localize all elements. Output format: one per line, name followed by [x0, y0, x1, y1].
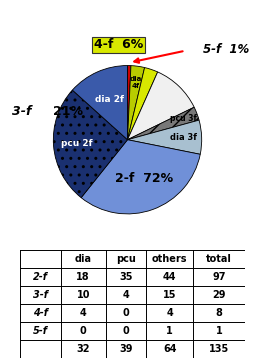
- Text: 10: 10: [76, 290, 90, 300]
- Text: 2-f: 2-f: [33, 272, 48, 282]
- Text: 4: 4: [122, 290, 129, 300]
- Text: 0: 0: [122, 308, 129, 318]
- Wedge shape: [127, 66, 131, 140]
- Text: 1: 1: [166, 326, 172, 336]
- Text: 64: 64: [162, 344, 176, 354]
- Wedge shape: [127, 72, 193, 140]
- Text: 135: 135: [208, 344, 228, 354]
- Text: 3-f: 3-f: [11, 105, 31, 118]
- Wedge shape: [127, 66, 144, 140]
- Text: 0: 0: [122, 326, 129, 336]
- Text: 15: 15: [162, 290, 176, 300]
- Text: pcu: pcu: [116, 254, 135, 264]
- Text: 5-f  1%: 5-f 1%: [202, 43, 248, 56]
- Text: 2-f  72%: 2-f 72%: [114, 172, 172, 185]
- Text: 21%: 21%: [53, 105, 83, 118]
- Text: pcu 3f: pcu 3f: [169, 114, 196, 123]
- Text: 4: 4: [166, 308, 172, 318]
- Text: dia 2f: dia 2f: [94, 94, 123, 104]
- Text: others: others: [151, 254, 187, 264]
- Text: 29: 29: [211, 290, 225, 300]
- Text: 44: 44: [162, 272, 176, 282]
- Text: 39: 39: [119, 344, 132, 354]
- Wedge shape: [72, 66, 127, 140]
- Text: 3-f: 3-f: [33, 290, 48, 300]
- Text: pcu 2f: pcu 2f: [61, 139, 93, 148]
- Text: 5-f: 5-f: [33, 326, 48, 336]
- Text: 4: 4: [80, 308, 86, 318]
- Text: dia: dia: [74, 254, 91, 264]
- Wedge shape: [127, 68, 157, 140]
- Text: 4-f  6%: 4-f 6%: [94, 38, 143, 51]
- Text: dia 3f: dia 3f: [170, 133, 197, 142]
- Text: 8: 8: [215, 308, 221, 318]
- Text: 32: 32: [76, 344, 90, 354]
- Text: dia
4f: dia 4f: [129, 76, 141, 89]
- Text: 4-f: 4-f: [33, 308, 48, 318]
- Text: 0: 0: [80, 326, 86, 336]
- Wedge shape: [81, 140, 199, 214]
- Text: 1: 1: [215, 326, 221, 336]
- Text: 97: 97: [211, 272, 225, 282]
- Wedge shape: [127, 120, 201, 154]
- Wedge shape: [53, 90, 127, 198]
- Text: total: total: [205, 254, 231, 264]
- Wedge shape: [127, 107, 198, 140]
- Text: 18: 18: [76, 272, 90, 282]
- Text: 35: 35: [119, 272, 132, 282]
